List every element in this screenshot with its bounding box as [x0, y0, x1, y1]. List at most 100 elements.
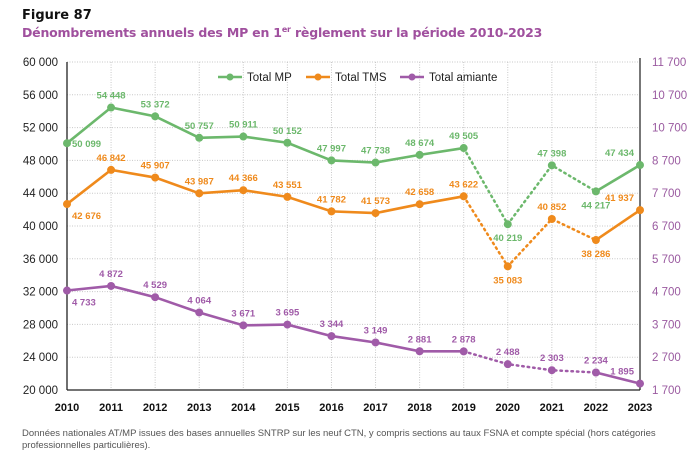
data-label: 2 488: [496, 347, 520, 358]
data-label: 48 674: [405, 138, 435, 149]
data-point: [283, 192, 292, 201]
y-tick-label: 28 000: [23, 319, 58, 331]
x-tick-label: 2023: [628, 402, 652, 414]
data-point: [107, 281, 116, 290]
x-tick-label: 2016: [319, 402, 343, 414]
data-label: 41 782: [317, 194, 346, 205]
data-label: 43 987: [185, 176, 214, 187]
data-point: [591, 236, 600, 245]
x-tick-label: 2017: [363, 402, 387, 414]
data-point: [459, 144, 468, 153]
y2-tick-label: 8 700: [652, 155, 681, 167]
data-point: [327, 332, 336, 341]
data-point: [415, 150, 424, 159]
legend-marker: [226, 73, 234, 81]
data-label: 42 676: [72, 211, 101, 222]
data-point: [195, 189, 204, 198]
series-line-solid: [594, 163, 642, 193]
y-tick-label: 60 000: [23, 57, 58, 69]
series-line-solid: [65, 106, 465, 164]
data-point: [327, 156, 336, 165]
data-label: 40 852: [537, 202, 566, 213]
data-label: 3 344: [320, 319, 344, 330]
y-tick-label: 52 000: [23, 123, 58, 135]
y-tick-label: 20 000: [23, 385, 58, 397]
series-line-dotted: [462, 195, 598, 269]
legend-marker: [314, 73, 322, 81]
data-label: 54 448: [97, 91, 126, 102]
data-point: [327, 207, 336, 216]
y2-tick-label: 6 700: [652, 221, 681, 233]
y2-tick-label: 3 700: [652, 319, 681, 331]
x-tick-label: 2012: [143, 402, 167, 414]
data-point: [371, 338, 380, 347]
series-line-dotted: [462, 350, 598, 374]
x-tick-label: 2022: [584, 402, 608, 414]
y-tick-label: 40 000: [23, 221, 58, 233]
data-label: 47 398: [537, 148, 566, 159]
series-line-solid: [65, 284, 465, 353]
legend-marker: [408, 73, 416, 81]
data-point: [63, 286, 71, 295]
legend-label: Total TMS: [335, 72, 387, 84]
chart-title: Dénombrements annuels des MP en 1er règl…: [22, 25, 543, 41]
data-label: 4 733: [72, 298, 96, 309]
data-point: [503, 220, 512, 229]
x-tick-label: 2014: [231, 402, 256, 414]
data-point: [415, 200, 424, 209]
data-label: 47 434: [605, 148, 635, 159]
data-point: [459, 347, 468, 356]
data-label: 50 911: [229, 120, 258, 131]
data-label: 42 658: [405, 187, 434, 198]
data-label: 49 505: [449, 131, 479, 142]
data-label: 44 366: [229, 173, 258, 184]
legend-label: Total MP: [247, 72, 292, 84]
data-point: [636, 206, 644, 215]
y2-tick-label: 5 700: [652, 254, 681, 266]
data-point: [547, 161, 556, 170]
y2-tick-label: 2 700: [652, 352, 681, 364]
y-tick-label: 56 000: [23, 90, 58, 102]
data-label: 41 937: [605, 193, 634, 204]
data-label: 47 997: [317, 143, 346, 154]
data-point: [195, 308, 204, 317]
data-label: 4 872: [99, 269, 123, 280]
data-point: [239, 321, 248, 330]
data-point: [636, 161, 644, 170]
data-label: 4 529: [143, 280, 167, 291]
data-label: 3 149: [364, 325, 388, 336]
data-label: 47 738: [361, 146, 390, 157]
data-point: [107, 165, 116, 174]
figure-label: Figure 87: [22, 8, 92, 23]
y-tick-label: 48 000: [23, 155, 58, 167]
y2-tick-label: 1 700: [652, 385, 681, 397]
data-label: 2 303: [540, 353, 564, 364]
legend-label: Total amiante: [429, 72, 497, 84]
data-label: 45 907: [141, 161, 170, 172]
y-tick-label: 32 000: [23, 287, 58, 299]
series-line-solid: [594, 371, 642, 385]
y2-tick-label: 4 700: [652, 287, 681, 299]
data-label: 2 881: [408, 334, 432, 345]
x-tick-label: 2020: [496, 402, 520, 414]
y-tick-label: 24 000: [23, 352, 58, 364]
data-point: [415, 347, 424, 356]
data-label: 4 064: [187, 295, 211, 306]
series-line-solid: [594, 208, 642, 242]
data-label: 38 286: [581, 249, 610, 260]
data-point: [591, 368, 600, 377]
x-tick-label: 2018: [407, 402, 431, 414]
data-label: 46 842: [97, 153, 126, 164]
data-point: [151, 293, 160, 302]
data-point: [151, 173, 160, 182]
y2-tick-label: 11 700: [652, 57, 686, 69]
y2-tick-label: 10 700: [652, 123, 687, 135]
data-label: 43 622: [449, 179, 478, 190]
y-tick-label: 44 000: [23, 188, 58, 200]
data-label: 35 083: [493, 275, 522, 286]
data-label: 44 217: [581, 200, 610, 211]
x-tick-label: 2011: [99, 402, 123, 414]
data-label: 50 757: [185, 121, 214, 132]
data-point: [239, 186, 248, 195]
